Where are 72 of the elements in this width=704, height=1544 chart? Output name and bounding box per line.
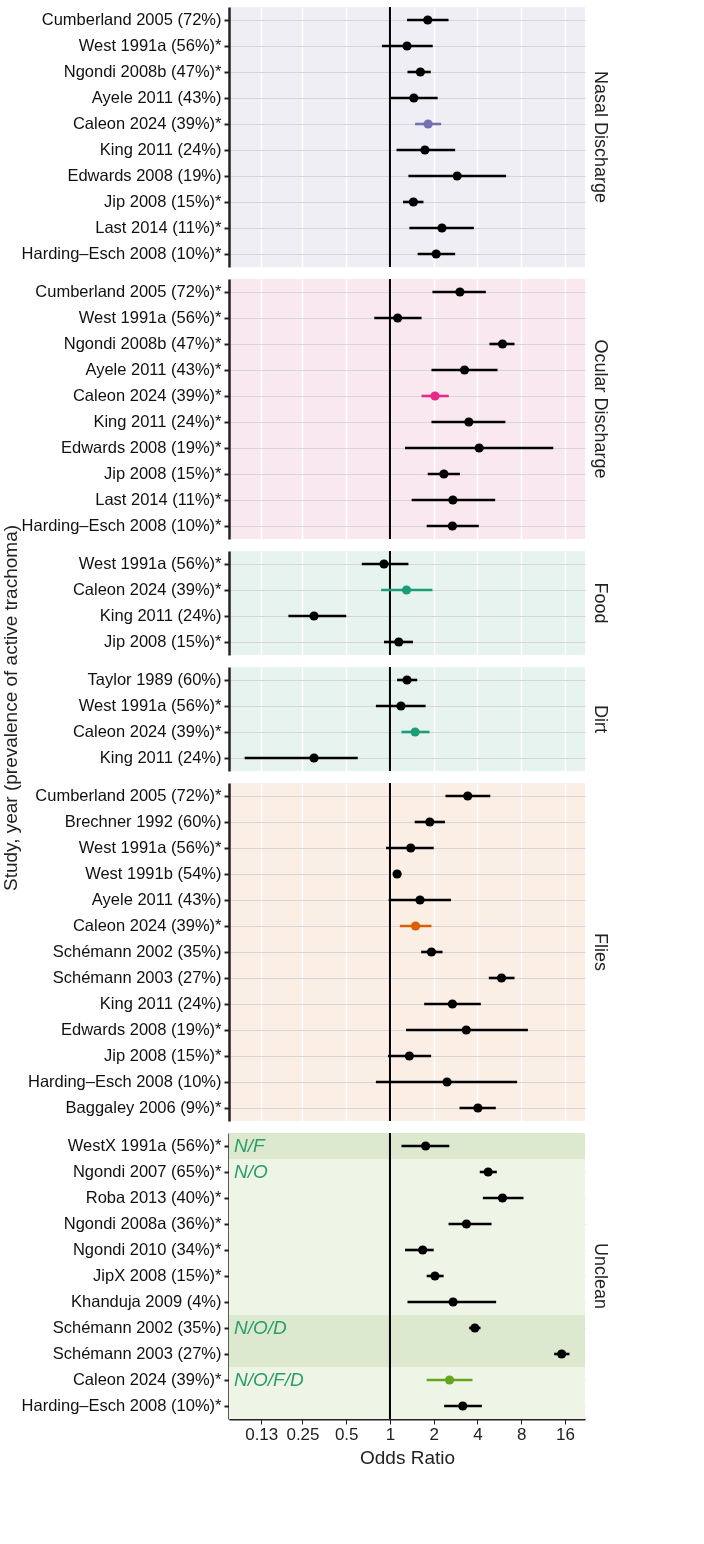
y-tick-label: Ayele 2011 (43%)* (85, 360, 223, 378)
y-tick-label: Harding–Esch 2008 (10%)* (21, 516, 223, 534)
y-tick-label: West 1991a (56%)* (78, 308, 223, 326)
text: Ocular Discharge (591, 339, 611, 479)
text: Food (591, 582, 611, 624)
band-label: N/O (234, 1161, 268, 1182)
y-tick-label: WestX 1991a (56%)* (67, 1136, 223, 1154)
y-tick-label: Schémann 2002 (35%) (52, 942, 222, 960)
y-tick-label: Khanduja 2009 (4%) (71, 1292, 222, 1310)
y-tick-label: Caleon 2024 (39%)* (72, 386, 223, 404)
y-tick-label: Caleon 2024 (39%)* (72, 916, 223, 934)
y-tick-label: West 1991b (54%) (85, 864, 222, 882)
y-tick-label: Jip 2008 (15%)* (104, 464, 223, 482)
y-tick-label: King 2011 (24%) (99, 606, 222, 624)
y-tick-label: King 2011 (24%) (99, 994, 222, 1012)
y-tick-label: Caleon 2024 (39%)* (72, 722, 223, 740)
y-tick-label: Jip 2008 (15%)* (104, 632, 223, 650)
y-tick-label: King 2011 (24%) (99, 748, 222, 766)
y-tick-label: Brechner 1992 (60%) (64, 812, 222, 830)
x-tick-label: 1 (385, 1424, 396, 1444)
y-tick-label: Schémann 2003 (27%) (52, 968, 222, 986)
y-axis-title: Study, year (prevalence of active trachoma) (0, 524, 21, 892)
y-tick-label: Harding–Esch 2008 (10%) (27, 1072, 222, 1090)
band-label: N/O/F/D (234, 1369, 304, 1390)
y-tick-label: King 2011 (24%)* (93, 412, 223, 430)
y-tick-label: Last 2014 (11%)* (95, 218, 223, 236)
x-tick-label: 4 (473, 1424, 483, 1444)
x-tick-label: 2 (429, 1424, 439, 1444)
y-tick-label: Ngondi 2008b (47%)* (63, 334, 223, 352)
x-tick-label: 0.25 (286, 1424, 320, 1444)
y-tick-label: West 1991a (56%)* (78, 36, 223, 54)
y-tick-label: Jip 2008 (15%)* (104, 192, 223, 210)
y-tick-label: Jip 2008 (15%)* (104, 1046, 223, 1064)
y-tick-label: Ayele 2011 (43%) (91, 88, 222, 106)
y-tick-label: Taylor 1989 (60%) (87, 670, 222, 688)
x-tick-label: 16 (555, 1424, 575, 1444)
y-tick-label: West 1991a (56%)* (78, 696, 223, 714)
y-tick-label: Ayele 2011 (43%) (91, 890, 222, 908)
band-label: N/O/D (234, 1317, 288, 1338)
y-tick-label: Harding–Esch 2008 (10%)* (21, 1396, 223, 1414)
y-tick-label: Edwards 2008 (19%) (67, 166, 222, 184)
band-label: N/F (234, 1135, 266, 1156)
y-tick-label: Edwards 2008 (19%)* (60, 438, 223, 456)
y-tick-label: Caleon 2024 (39%)* (72, 114, 223, 132)
y-tick-label: Ngondi 2010 (34%)* (72, 1240, 223, 1258)
x-tick-label: 8 (516, 1424, 527, 1444)
y-tick-label: Schémann 2003 (27%) (52, 1344, 222, 1362)
y-tick-label: Baggaley 2006 (9%)* (65, 1098, 223, 1116)
y-tick-label: Schémann 2002 (35%) (52, 1318, 222, 1336)
y-tick-label: Edwards 2008 (19%)* (60, 1020, 223, 1038)
y-tick-label: Ngondi 2008b (47%)* (63, 62, 223, 80)
x-axis-title: Odds Ratio (359, 1446, 456, 1468)
y-tick-label: King 2011 (24%) (99, 140, 222, 158)
y-tick-label: West 1991a (56%)* (78, 554, 223, 572)
text: Dirt (591, 705, 611, 733)
y-tick-label: Cumberland 2005 (72%) (41, 10, 222, 28)
y-tick-label: Ngondi 2008a (36%)* (63, 1214, 223, 1232)
text: Unclean (591, 1242, 611, 1310)
y-tick-label: Caleon 2024 (39%)* (72, 1370, 223, 1388)
x-tick-label: 0.13 (245, 1424, 279, 1444)
text: Nasal Discharge (591, 70, 611, 204)
y-tick-label: Caleon 2024 (39%)* (72, 580, 223, 598)
y-tick-label: West 1991a (56%)* (78, 838, 223, 856)
y-tick-label: Harding–Esch 2008 (10%)* (21, 244, 223, 262)
y-tick-label: Cumberland 2005 (72%)* (35, 282, 223, 300)
x-tick-label: 0.5 (334, 1424, 359, 1444)
y-tick-label: Cumberland 2005 (72%)* (35, 786, 223, 804)
text: Flies (591, 932, 611, 972)
y-tick-label: Ngondi 2007 (65%)* (72, 1162, 223, 1180)
y-tick-label: JipX 2008 (15%)* (93, 1266, 223, 1284)
y-tick-label: Last 2014 (11%)* (95, 490, 223, 508)
y-tick-label: Roba 2013 (40%)* (85, 1188, 223, 1206)
